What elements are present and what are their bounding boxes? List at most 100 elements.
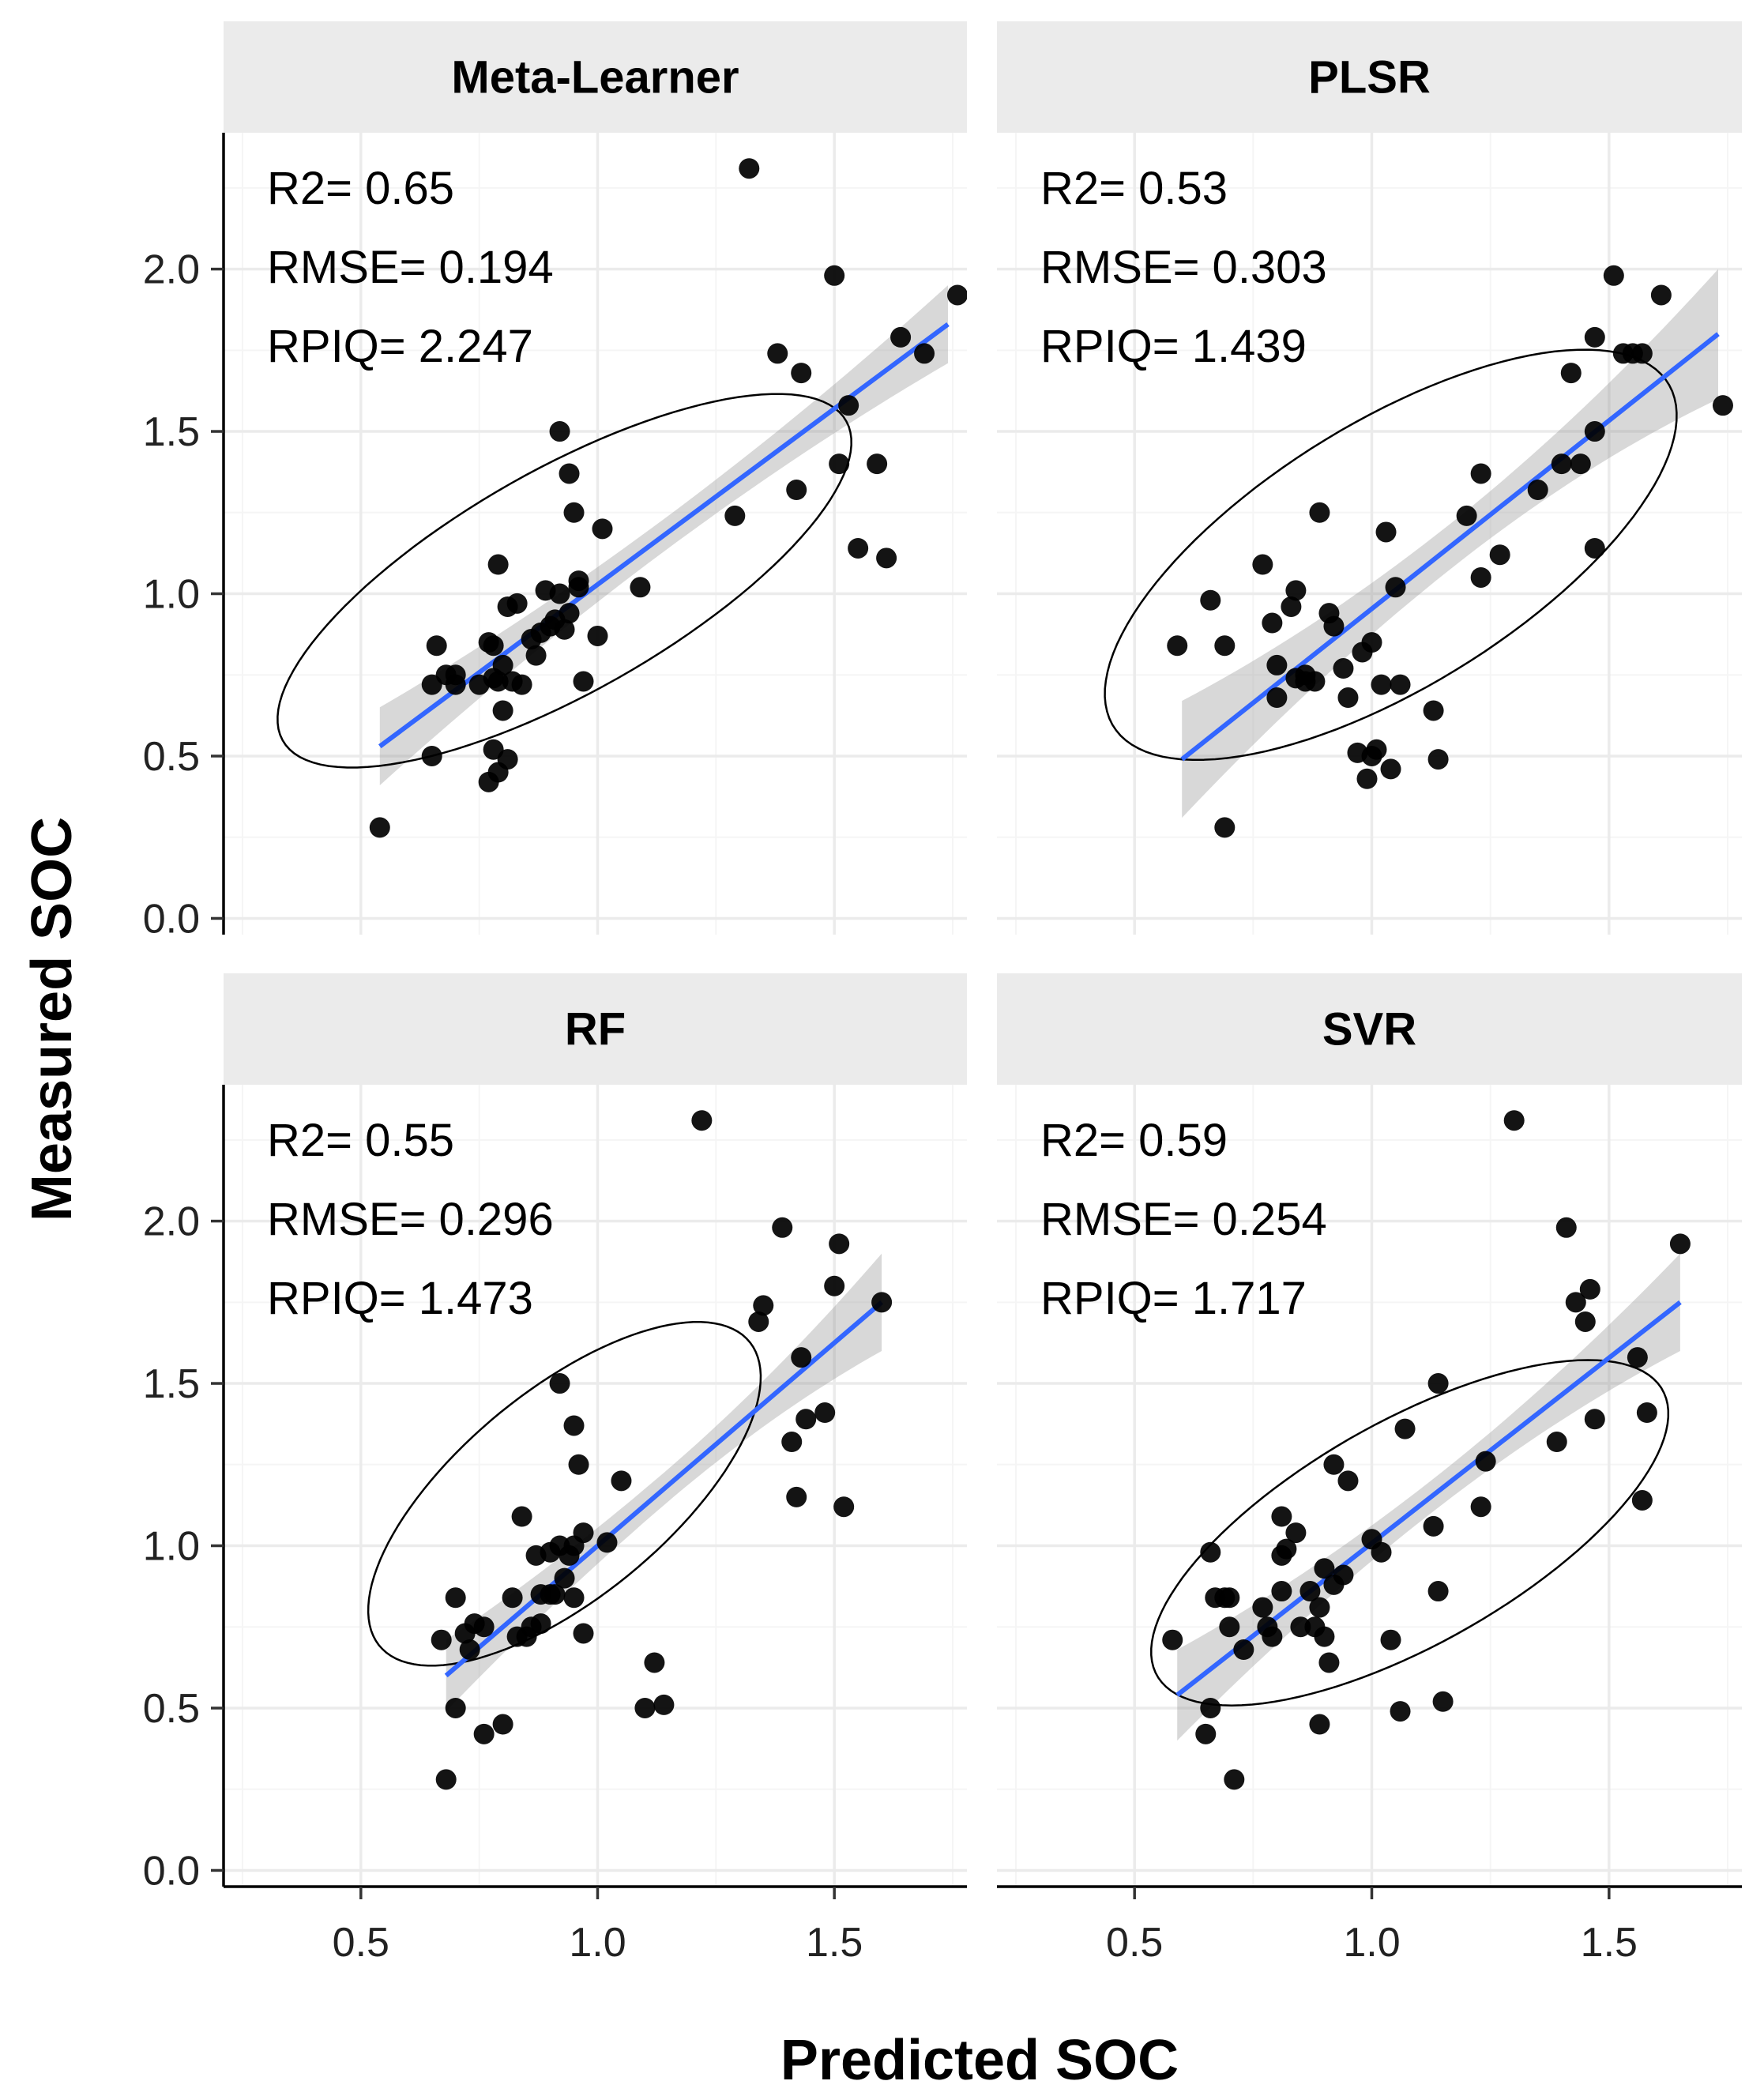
- strip-plsr: [997, 21, 1742, 133]
- data-point: [1262, 612, 1283, 634]
- data-point: [502, 1587, 523, 1609]
- data-point: [492, 654, 513, 675]
- data-point: [876, 548, 897, 569]
- data-point: [838, 395, 859, 416]
- y-tick-label: 1.0: [143, 572, 200, 618]
- data-point: [1323, 615, 1345, 637]
- data-point: [1224, 1769, 1245, 1790]
- data-point: [506, 593, 528, 614]
- plot-area-svr: [1150, 1110, 1691, 1790]
- data-point: [795, 1409, 817, 1430]
- data-point: [1385, 577, 1406, 598]
- data-point: [573, 671, 594, 692]
- data-point: [786, 1486, 807, 1507]
- data-point: [426, 635, 447, 657]
- x-tick-label: 1.0: [1343, 1920, 1400, 1966]
- data-point: [691, 1110, 713, 1131]
- data-point: [563, 502, 585, 523]
- regression-line-plsr: [1180, 332, 1720, 762]
- data-point: [554, 1567, 575, 1589]
- data-point: [1555, 1217, 1577, 1238]
- data-point: [767, 343, 788, 364]
- data-point: [1475, 1451, 1496, 1472]
- data-point: [549, 421, 570, 442]
- data-point: [1285, 1522, 1307, 1544]
- data-point: [829, 453, 850, 475]
- data-point: [1200, 589, 1221, 611]
- data-point: [554, 619, 575, 640]
- data-point: [1309, 1597, 1330, 1618]
- data-point: [724, 505, 746, 526]
- data-point: [644, 1652, 665, 1673]
- data-point: [1299, 1581, 1321, 1602]
- data-point: [1390, 1701, 1411, 1722]
- data-point: [1527, 480, 1548, 501]
- data-point: [573, 1522, 594, 1544]
- stat-annotation-plsr: RPIQ= 1.439: [1040, 321, 1307, 372]
- data-point: [890, 326, 912, 348]
- data-point: [563, 1587, 585, 1609]
- stat-annotation-meta-learner: R2= 0.65: [267, 163, 454, 214]
- data-point: [1200, 1697, 1221, 1718]
- strip-label-rf: RF: [565, 1004, 626, 1056]
- data-point: [421, 745, 442, 766]
- strip-svr: [997, 973, 1742, 1085]
- data-point: [1266, 654, 1288, 675]
- data-point: [1470, 566, 1491, 588]
- data-point: [1636, 1402, 1657, 1424]
- data-point: [1470, 1496, 1491, 1518]
- plot-area-meta-learner: [276, 158, 967, 838]
- data-point: [1337, 687, 1359, 709]
- data-point: [559, 463, 580, 484]
- panel-meta-learner: Meta-Learner R2= 0.65 RMSE= 0.194 RPIQ= 2.2…: [143, 21, 967, 942]
- regression-line-rf: [444, 1300, 884, 1678]
- data-point: [592, 518, 613, 540]
- data-point: [1584, 326, 1605, 348]
- grid-svr: [997, 1085, 1742, 1887]
- data-point: [587, 625, 608, 646]
- data-point: [824, 1275, 845, 1296]
- data-point: [1427, 1581, 1449, 1602]
- stat-annotation-svr: RPIQ= 1.717: [1040, 1273, 1307, 1324]
- strip-label-plsr: PLSR: [1308, 52, 1431, 103]
- data-point: [1266, 687, 1288, 709]
- data-point: [1432, 1691, 1454, 1712]
- plot-area-rf: [367, 1110, 893, 1790]
- data-point: [549, 583, 570, 604]
- data-point: [1271, 1506, 1292, 1527]
- data-point: [791, 1347, 812, 1368]
- data-point: [559, 603, 580, 624]
- data-point: [568, 577, 589, 598]
- data-point: [1309, 502, 1330, 523]
- data-point: [473, 1723, 495, 1744]
- data-point: [833, 1496, 855, 1518]
- data-point: [1200, 1541, 1221, 1563]
- data-point: [1423, 1515, 1444, 1537]
- stat-annotation-meta-learner: RMSE= 0.194: [267, 242, 554, 293]
- strip-label-meta-learner: Meta-Learner: [451, 52, 739, 103]
- y-tick-label: 1.5: [143, 1361, 200, 1407]
- data-point: [1337, 1470, 1359, 1492]
- data-point: [1214, 635, 1236, 657]
- data-point: [573, 1623, 594, 1644]
- data-point: [653, 1694, 675, 1715]
- stat-annotation-rf: RPIQ= 1.473: [267, 1273, 533, 1324]
- data-point: [867, 453, 888, 475]
- data-point: [1427, 1373, 1449, 1394]
- data-point: [1252, 554, 1273, 575]
- data-point: [1427, 749, 1449, 770]
- data-point: [1380, 1629, 1401, 1650]
- data-point: [445, 664, 466, 686]
- data-point: [630, 577, 651, 598]
- data-point: [1214, 817, 1236, 838]
- x-tick-label: 1.5: [1581, 1920, 1638, 1966]
- data-point: [634, 1697, 656, 1718]
- data-point: [1631, 1489, 1653, 1511]
- data-point: [1456, 505, 1477, 526]
- y-axis-title: Measured SOC: [21, 817, 84, 1221]
- data-point: [1546, 1432, 1567, 1453]
- data-point: [492, 1714, 513, 1735]
- data-point: [369, 817, 390, 838]
- data-point: [1281, 596, 1302, 617]
